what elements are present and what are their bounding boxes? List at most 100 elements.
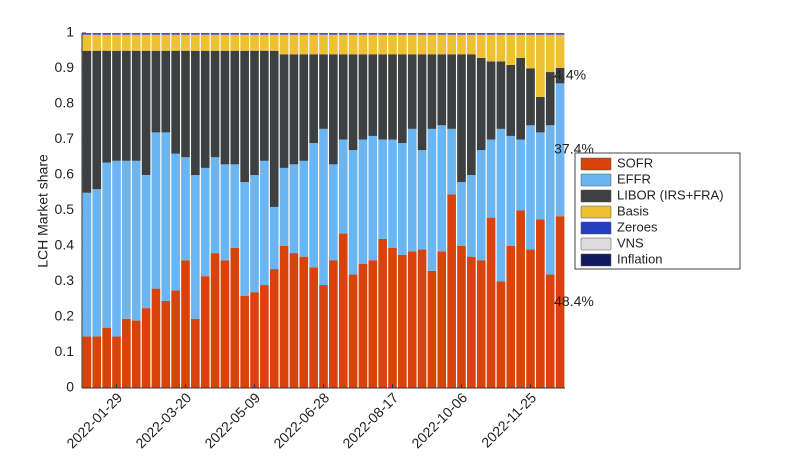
bar-segment xyxy=(210,50,220,158)
bar-segment xyxy=(329,54,338,165)
bar-segment xyxy=(299,256,309,388)
bar-segment xyxy=(279,34,289,55)
bar-segment xyxy=(417,34,427,35)
bar-segment xyxy=(329,34,338,55)
bar-segment xyxy=(555,216,565,388)
bar-segment xyxy=(368,34,378,55)
bar-segment xyxy=(388,34,397,55)
bar-segment xyxy=(260,50,269,161)
bar-segment xyxy=(102,162,111,328)
bar-segment xyxy=(476,34,486,58)
bar-segment xyxy=(506,64,516,136)
bar-segment xyxy=(230,247,240,388)
bar-segment xyxy=(358,263,368,388)
bar-segment xyxy=(348,34,358,55)
bar-segment xyxy=(141,34,151,35)
legend-swatch xyxy=(580,253,612,267)
bar-segment xyxy=(230,164,240,248)
bar-segment xyxy=(417,249,427,388)
bar-segment xyxy=(417,34,427,55)
bar-segment xyxy=(358,33,368,34)
bar-segment xyxy=(378,238,387,388)
bar-segment xyxy=(240,182,249,296)
bar-segment xyxy=(171,50,180,154)
bar-segment xyxy=(200,167,210,277)
bar-segment xyxy=(191,50,200,175)
bar-segment xyxy=(161,33,171,34)
bar-segment xyxy=(102,33,111,34)
bar-segment xyxy=(467,33,476,34)
bar-segment xyxy=(437,33,447,34)
bar-segment xyxy=(92,34,102,35)
bar-segment xyxy=(191,318,200,388)
bar-segment xyxy=(161,34,171,35)
bar-segment xyxy=(545,34,555,35)
bar-segment xyxy=(269,33,279,34)
bar-segment xyxy=(151,33,161,34)
bar-segment xyxy=(122,34,131,35)
bar-segment xyxy=(516,139,525,211)
bar-segment xyxy=(141,175,151,309)
bar-segment xyxy=(181,34,190,51)
bar-segment xyxy=(496,61,506,129)
bar-segment xyxy=(447,34,456,35)
bar-segment xyxy=(545,72,555,126)
legend-swatch xyxy=(580,157,612,171)
bar-segment xyxy=(210,34,220,51)
bar-segment xyxy=(250,34,259,51)
bar-segment xyxy=(427,270,437,388)
value-label: 4.4% xyxy=(554,66,586,82)
bar-segment xyxy=(299,160,309,257)
bar-segment xyxy=(299,34,309,35)
bar-segment xyxy=(526,125,535,250)
bar-segment xyxy=(92,34,102,51)
bar-segment xyxy=(348,54,358,151)
bar-segment xyxy=(319,33,328,34)
bar-segment xyxy=(260,33,269,34)
bar-segment xyxy=(151,288,161,388)
bar-segment xyxy=(329,164,338,261)
bar-segment xyxy=(230,50,240,165)
bar-segment xyxy=(122,160,131,319)
bar-segment xyxy=(545,33,555,34)
bar-segment xyxy=(112,33,121,34)
bar-segment xyxy=(506,246,516,388)
bar-segment xyxy=(141,308,151,388)
bar-segment xyxy=(358,54,368,140)
x-tick-label: 2022-11-25 xyxy=(478,389,539,450)
bar-segment xyxy=(348,34,358,35)
bar-segment xyxy=(289,34,299,35)
bar-segment xyxy=(348,150,358,275)
bar-segment xyxy=(269,50,279,207)
bar-segment xyxy=(200,33,210,34)
bar-segment xyxy=(279,34,289,35)
y-tick-label: 0.6 xyxy=(55,166,75,182)
bar-segment xyxy=(250,292,259,388)
bar-segment xyxy=(516,33,525,34)
bar-segment xyxy=(250,50,259,175)
bar-segment xyxy=(358,34,368,35)
bar-segment xyxy=(407,34,417,35)
bar-segment xyxy=(447,34,456,55)
bar-segment xyxy=(309,34,318,55)
bar-segment xyxy=(309,143,318,268)
bar-segment xyxy=(309,54,318,144)
x-tick-label: 2022-10-06 xyxy=(408,389,470,451)
bar-segment xyxy=(141,34,151,51)
bar-segment xyxy=(398,34,407,55)
bar-segment xyxy=(447,194,456,388)
bar-segment xyxy=(112,34,121,51)
bar-segment xyxy=(191,175,200,319)
bar-segment xyxy=(545,34,555,73)
bar-segment xyxy=(131,33,141,34)
x-tick-label: 2022-08-17 xyxy=(339,389,401,451)
bar-segment xyxy=(230,34,240,51)
bar-segment xyxy=(388,54,397,140)
bar-segment xyxy=(102,327,111,388)
bar-segment xyxy=(457,34,466,35)
bar-segment xyxy=(338,54,348,140)
bar-segment xyxy=(220,164,230,261)
bar-segment xyxy=(437,251,447,388)
bar-segment xyxy=(506,34,516,65)
bar-segment xyxy=(526,34,535,35)
